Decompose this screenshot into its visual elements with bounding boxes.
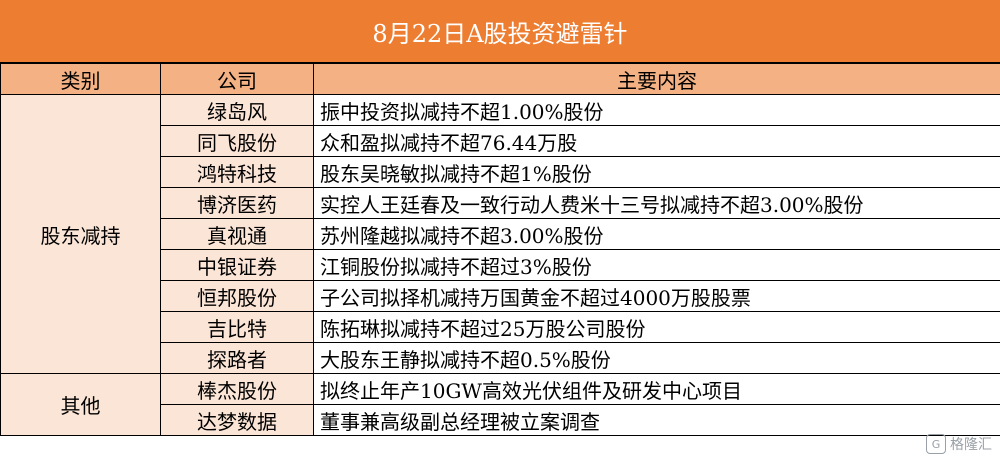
content-cell: 大股东王静拟减持不超0.5%股份 xyxy=(313,342,1000,374)
company-cell: 博济医药 xyxy=(160,187,314,219)
table-row: 同飞股份 众和盈拟减持不超76.44万股 xyxy=(1,125,1000,157)
content-cell: 振中投资拟减持不超1.00%股份 xyxy=(313,94,1000,126)
watermark-text: 格隆汇 xyxy=(950,437,992,453)
table-row: 真视通 苏州隆越拟减持不超3.00%股份 xyxy=(1,218,1000,250)
content-cell: 子公司拟择机减持万国黄金不超过4000万股股票 xyxy=(313,280,1000,312)
table-row: 恒邦股份 子公司拟择机减持万国黄金不超过4000万股股票 xyxy=(1,280,1000,312)
watermark: G 格隆汇 xyxy=(926,434,992,454)
content-cell: 苏州隆越拟减持不超3.00%股份 xyxy=(313,218,1000,250)
table-body: 股东减持 绿岛风 振中投资拟减持不超1.00%股份 同飞股份 众和盈拟减持不超76.44… xyxy=(0,94,1000,436)
company-cell: 同飞股份 xyxy=(160,125,314,157)
category-cell: 股东减持 xyxy=(0,94,161,374)
content-cell: 实控人王廷春及一致行动人费米十三号拟减持不超3.00%股份 xyxy=(313,187,1000,219)
content-cell: 拟终止年产10GW高效光伏组件及研发中心项目 xyxy=(313,373,1000,405)
company-cell: 恒邦股份 xyxy=(160,280,314,312)
risk-table: 类别 公司 主要内容 股东减持 绿岛风 振中投资拟减持不超1.00%股份 同飞股份 众和… xyxy=(0,63,1000,436)
content-cell: 江铜股份拟减持不超过3%股份 xyxy=(313,249,1000,281)
company-cell: 达梦数据 xyxy=(160,404,314,436)
header-category: 类别 xyxy=(0,63,161,95)
company-cell: 吉比特 xyxy=(160,311,314,343)
page-title: 8月22日A股投资避雷针 xyxy=(0,0,1000,63)
category-cell: 其他 xyxy=(0,373,161,436)
content-cell: 股东吴晓敏拟减持不超1%股份 xyxy=(313,156,1000,188)
content-cell: 众和盈拟减持不超76.44万股 xyxy=(313,125,1000,157)
company-cell: 绿岛风 xyxy=(160,94,314,126)
header-company: 公司 xyxy=(160,63,314,95)
gelonghui-logo-icon: G xyxy=(926,434,946,454)
table-row: 中银证券 江铜股份拟减持不超过3%股份 xyxy=(1,249,1000,281)
company-cell: 真视通 xyxy=(160,218,314,250)
company-cell: 中银证券 xyxy=(160,249,314,281)
table-row: 博济医药 实控人王廷春及一致行动人费米十三号拟减持不超3.00%股份 xyxy=(1,187,1000,219)
company-cell: 探路者 xyxy=(160,342,314,374)
table-row: 鸿特科技 股东吴晓敏拟减持不超1%股份 xyxy=(1,156,1000,188)
company-cell: 鸿特科技 xyxy=(160,156,314,188)
header-row: 类别 公司 主要内容 xyxy=(0,63,1000,95)
table-row: 股东减持 绿岛风 振中投资拟减持不超1.00%股份 xyxy=(0,94,1000,374)
company-cell: 棒杰股份 xyxy=(160,373,314,405)
table-row: 其他 棒杰股份 拟终止年产10GW高效光伏组件及研发中心项目 xyxy=(0,373,1000,436)
header-content: 主要内容 xyxy=(313,63,1000,95)
content-cell: 董事兼高级副总经理被立案调查 xyxy=(313,404,1000,436)
content-cell: 陈拓琳拟减持不超过25万股公司股份 xyxy=(313,311,1000,343)
table-row: 达梦数据 董事兼高级副总经理被立案调查 xyxy=(1,404,1000,436)
